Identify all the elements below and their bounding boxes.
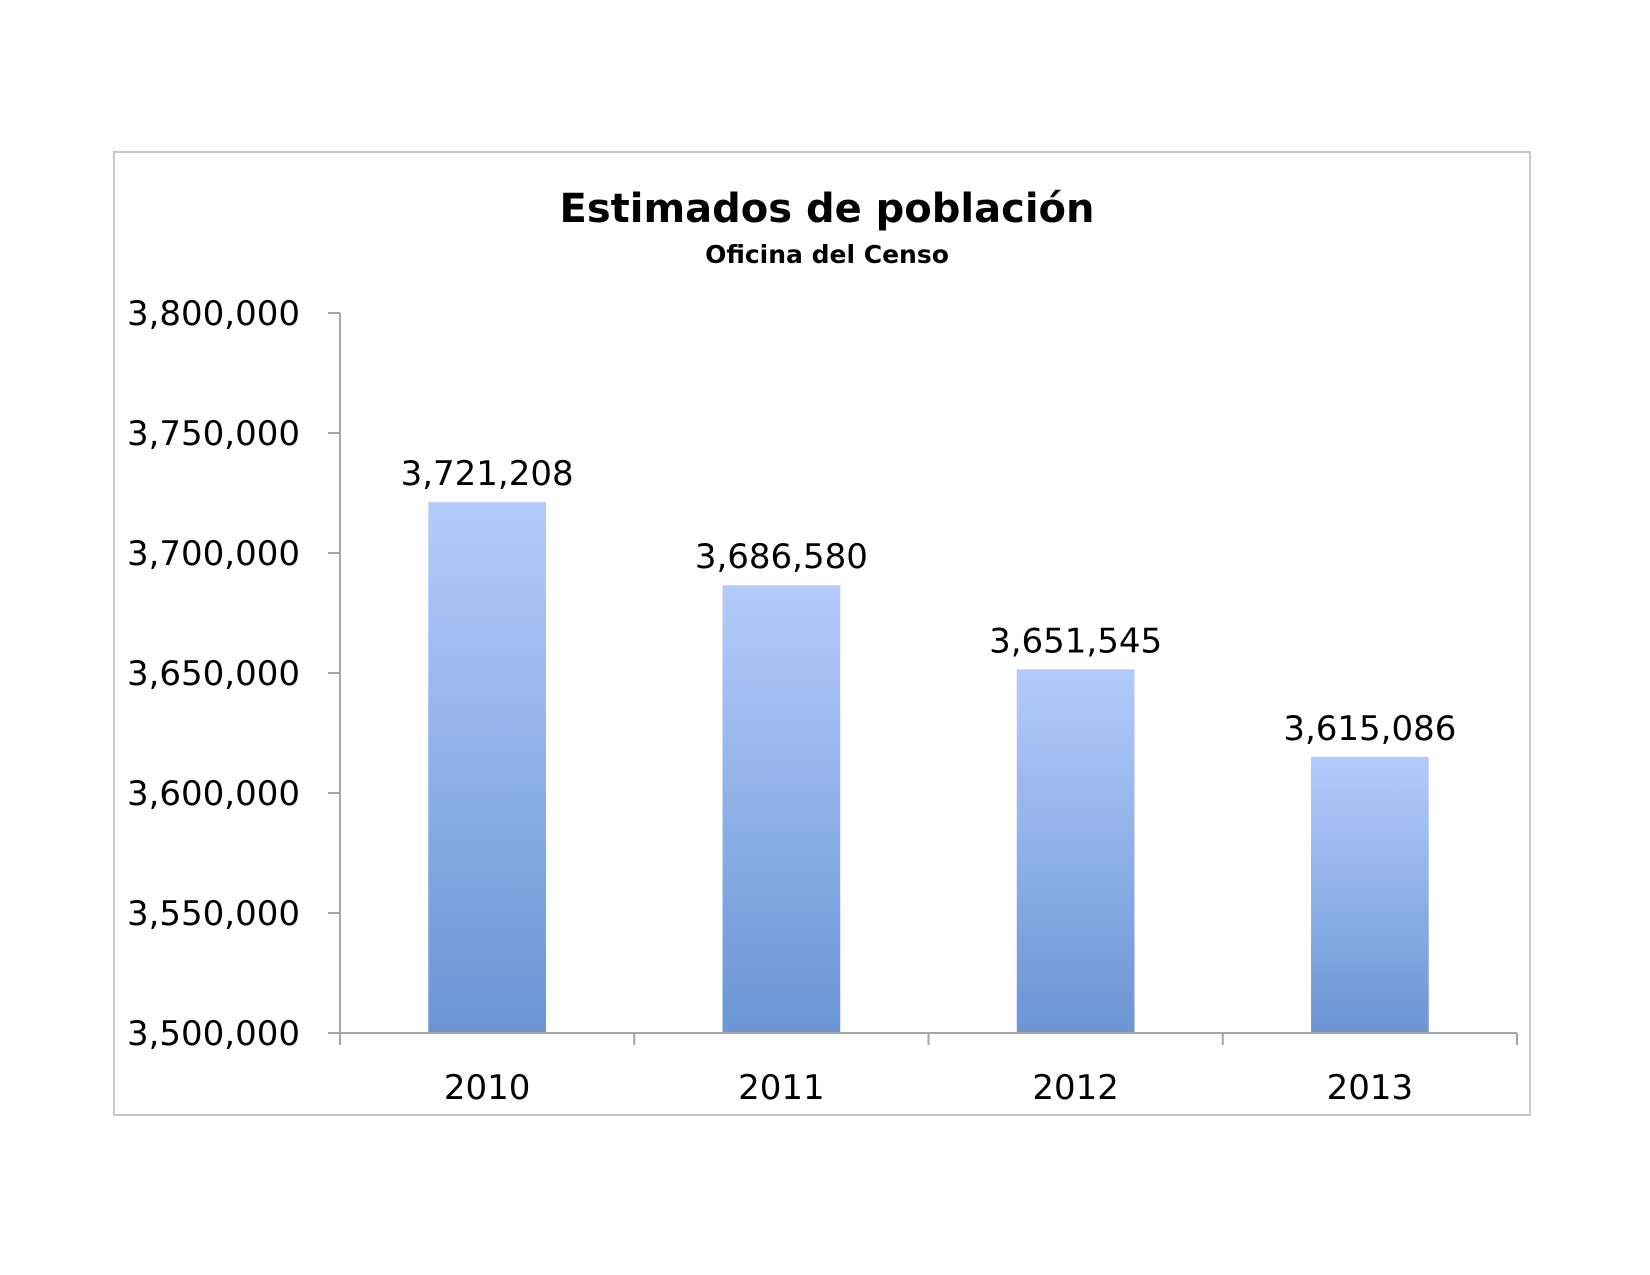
data-label-2013: 3,615,086	[1283, 709, 1456, 749]
chart-title: Estimados de población	[560, 186, 1095, 232]
x-tick-label-2011: 2011	[738, 1068, 825, 1108]
y-tick-label: 3,600,000	[127, 774, 300, 814]
data-labels: 3,721,208 3,686,580 3,651,545 3,615,086	[401, 454, 1457, 749]
bar-2010	[428, 502, 546, 1033]
data-label-2012: 3,651,545	[989, 621, 1162, 661]
data-label-2011: 3,686,580	[695, 537, 868, 577]
data-label-2010: 3,721,208	[401, 454, 574, 494]
y-tick-label: 3,650,000	[127, 654, 300, 694]
bar-2011	[722, 585, 841, 1033]
chart-subtitle: Oficina del Censo	[705, 240, 949, 269]
y-tick-label: 3,500,000	[127, 1014, 300, 1054]
x-tick-label-2010: 2010	[444, 1068, 531, 1108]
x-tick-label-2012: 2012	[1032, 1068, 1119, 1108]
y-tick-label: 3,550,000	[127, 894, 300, 934]
y-tick-label: 3,700,000	[127, 534, 300, 574]
bar-2012	[1016, 669, 1135, 1033]
bars	[428, 502, 1429, 1033]
x-tick-label-2013: 2013	[1327, 1068, 1414, 1108]
y-tick-label: 3,750,000	[127, 414, 300, 454]
y-axis-ticks: 3,500,000 3,550,000 3,600,000 3,650,000 3,70…	[127, 294, 340, 1054]
x-axis-ticks: 2010 2011 2012 2013	[339, 1033, 1518, 1108]
y-tick-label: 3,800,000	[127, 294, 300, 334]
bar-2013	[1311, 756, 1429, 1033]
